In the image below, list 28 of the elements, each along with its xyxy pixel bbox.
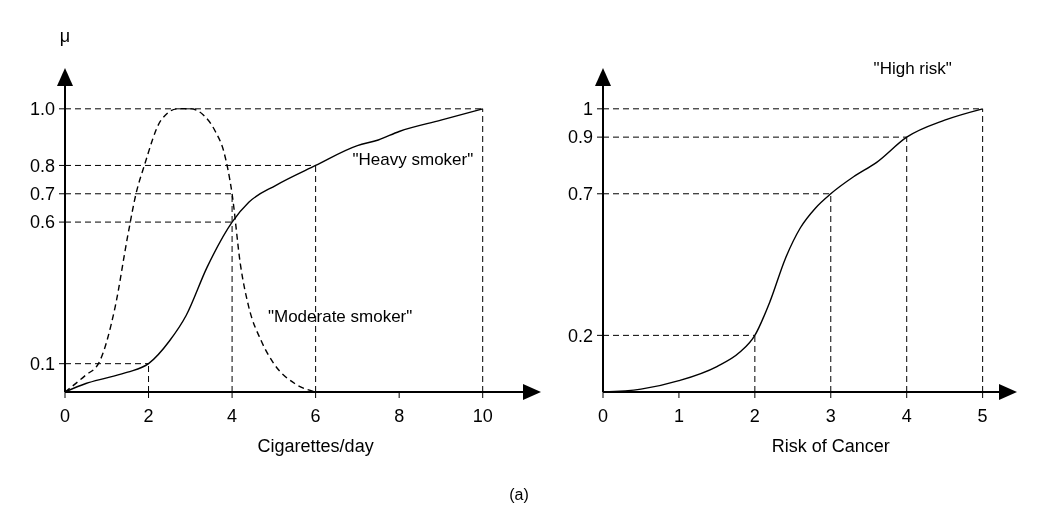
x-tick-label: 5 <box>977 406 988 426</box>
x-tick-label: 6 <box>310 406 321 426</box>
x-tick-label: 0 <box>597 406 609 426</box>
y-tick-label: 0.1 <box>29 353 55 374</box>
y-tick-label: 0.7 <box>29 184 55 205</box>
text: "High risk" <box>873 59 952 78</box>
x-tick-label: 4 <box>901 406 912 426</box>
y-tick-label: 0.2 <box>567 325 593 346</box>
series-label: "Moderate smoker" <box>267 306 413 326</box>
series-label: "Heavy smoker" <box>352 149 474 169</box>
y-tick-label: 0.7 <box>567 184 593 205</box>
y-axis-title: μ <box>59 26 71 46</box>
x-tick-label: 3 <box>825 406 836 426</box>
x-axis-title: Cigarettes/day <box>257 436 374 456</box>
x-tick-label: 2 <box>749 406 760 426</box>
x-tick-label: 4 <box>227 406 238 426</box>
y-tick-label: 1.0 <box>29 99 55 120</box>
text: (a) <box>509 486 529 503</box>
x-tick-label: 10 <box>472 406 493 426</box>
y-tick-label: 1 <box>582 99 593 120</box>
x-tick-label: 1 <box>673 406 684 426</box>
y-tick-label: 0.8 <box>29 155 55 176</box>
x-tick-label: 2 <box>143 406 154 426</box>
x-tick-label: 0 <box>59 406 71 426</box>
y-tick-label: 0.9 <box>567 127 593 148</box>
x-axis-title: Risk of Cancer <box>771 436 890 456</box>
x-tick-label: 8 <box>394 406 405 426</box>
y-tick-label: 0.6 <box>29 212 55 233</box>
